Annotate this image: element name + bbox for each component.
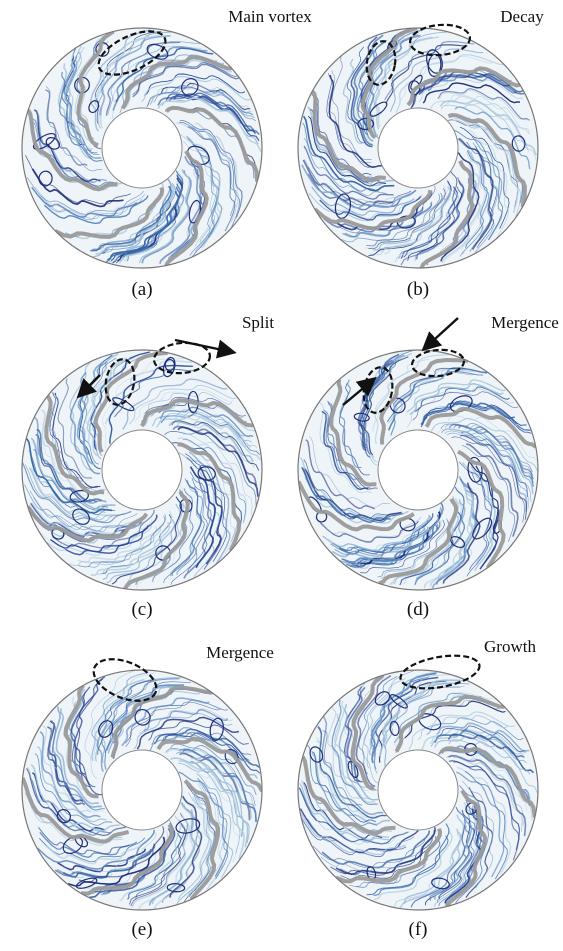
hub	[102, 750, 182, 830]
panel-label: (b)	[407, 279, 429, 300]
panel	[22, 651, 262, 910]
panel-label: (d)	[407, 599, 429, 620]
figure: (a) Main vortex (b) Decay (c) Split (d) Mergenc…	[0, 0, 563, 951]
panel	[22, 340, 262, 590]
panel-label: (e)	[131, 919, 152, 940]
hub	[378, 430, 458, 510]
annotation: Growth	[484, 637, 536, 656]
hub	[378, 108, 458, 188]
panel-label: (c)	[131, 599, 152, 620]
panel	[298, 22, 538, 268]
hub	[102, 430, 182, 510]
annotation: Split	[242, 313, 274, 332]
hub	[102, 108, 182, 188]
panel-label: (a)	[131, 279, 152, 300]
panel	[298, 318, 538, 590]
hub	[378, 750, 458, 830]
annotation: Decay	[500, 7, 544, 26]
panel	[298, 650, 538, 910]
arrow	[175, 340, 232, 352]
annotation: Mergence	[206, 643, 274, 662]
panel-label: (f)	[409, 919, 428, 940]
arrow	[425, 318, 458, 348]
annotation: Mergence	[491, 313, 559, 332]
panel	[22, 22, 262, 268]
annotation: Main vortex	[228, 7, 312, 26]
